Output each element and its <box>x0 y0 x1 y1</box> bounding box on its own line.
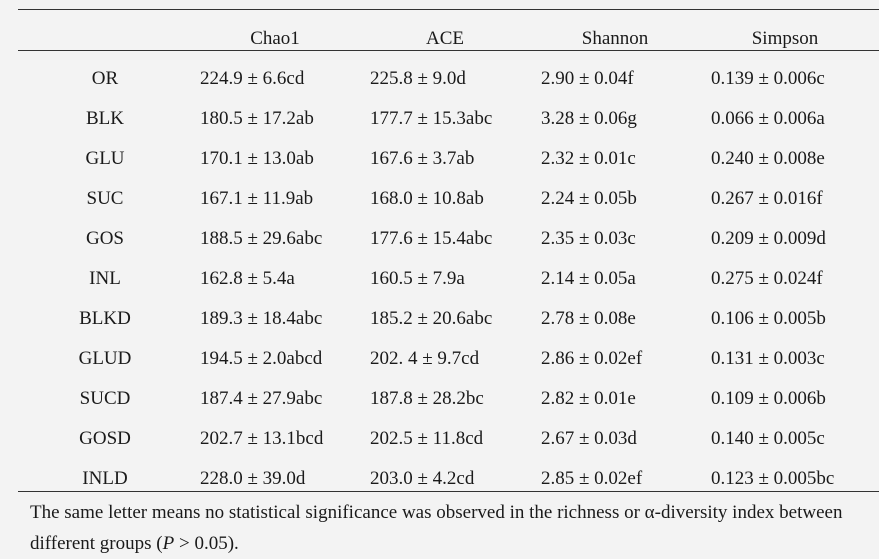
column-header: Shannon <box>581 28 649 49</box>
table-cell: 162.8 ± 5.4a <box>200 268 295 289</box>
row-label: GOSD <box>79 428 131 449</box>
table-cell: 203.0 ± 4.2cd <box>370 468 475 489</box>
table-cell: 194.5 ± 2.0abcd <box>200 348 323 369</box>
row-label: BLK <box>86 108 124 129</box>
row-label: OR <box>91 68 119 89</box>
row-label: GLUD <box>78 348 132 369</box>
top-rule <box>18 9 879 10</box>
table-cell: 2.24 ± 0.05b <box>541 188 637 209</box>
table-cell: 0.131 ± 0.003c <box>711 348 825 369</box>
row-label: GOS <box>85 228 125 249</box>
table-cell: 2.90 ± 0.04f <box>541 68 634 89</box>
table-cell: 2.67 ± 0.03d <box>541 428 637 449</box>
bottom-rule <box>18 491 879 492</box>
footnote-tail: > 0.05). <box>174 533 239 554</box>
table-cell: 228.0 ± 39.0d <box>200 468 306 489</box>
table-cell: 0.275 ± 0.024f <box>711 268 823 289</box>
table-cell: 0.106 ± 0.005b <box>711 308 826 329</box>
table-cell: 0.109 ± 0.006b <box>711 388 826 409</box>
column-header: Chao1 <box>250 28 300 49</box>
table-cell: 2.32 ± 0.01c <box>541 148 636 169</box>
row-label: SUCD <box>79 388 131 409</box>
table-cell: 3.28 ± 0.06g <box>541 108 637 129</box>
table-cell: 202.5 ± 11.8cd <box>370 428 484 449</box>
table-cell: 225.8 ± 9.0d <box>370 68 466 89</box>
table-cell: 0.209 ± 0.009d <box>711 228 826 249</box>
table-cell: 168.0 ± 10.8ab <box>370 188 484 209</box>
table-cell: 2.85 ± 0.02ef <box>541 468 643 489</box>
row-label: INLD <box>82 468 128 489</box>
table-cell: 0.140 ± 0.005c <box>711 428 825 449</box>
table-cell: 167.1 ± 11.9ab <box>200 188 314 209</box>
footnote: The same letter means no statistical sig… <box>30 497 875 559</box>
table-cell: 188.5 ± 29.6abc <box>200 228 323 249</box>
table-cell: 2.86 ± 0.02ef <box>541 348 643 369</box>
table-cell: 170.1 ± 13.0ab <box>200 148 314 169</box>
table-cell: 2.82 ± 0.01e <box>541 388 636 409</box>
column-header: ACE <box>426 28 464 49</box>
table-cell: 187.4 ± 27.9abc <box>200 388 323 409</box>
table-cell: 0.066 ± 0.006a <box>711 108 825 129</box>
footnote-symbol: P <box>162 533 175 554</box>
table-cell: 177.6 ± 15.4abc <box>370 228 493 249</box>
table-cell: 2.14 ± 0.05a <box>541 268 636 289</box>
table-cell: 2.35 ± 0.03c <box>541 228 636 249</box>
footnote-text: The same letter means no statistical sig… <box>30 502 843 554</box>
table-cell: 177.7 ± 15.3abc <box>370 108 493 129</box>
table-cell: 0.267 ± 0.016f <box>711 188 823 209</box>
table-cell: 185.2 ± 20.6abc <box>370 308 493 329</box>
table-cell: 187.8 ± 28.2bc <box>370 388 484 409</box>
table-cell: 167.6 ± 3.7ab <box>370 148 475 169</box>
table-cell: 224.9 ± 6.6cd <box>200 68 305 89</box>
table-cell: 180.5 ± 17.2ab <box>200 108 314 129</box>
header-rule <box>18 50 879 51</box>
table-cell: 0.123 ± 0.005bc <box>711 468 835 489</box>
row-label: BLKD <box>79 308 131 329</box>
table-cell: 0.240 ± 0.008e <box>711 148 825 169</box>
table-cell: 202. 4 ± 9.7cd <box>370 348 480 369</box>
row-label: GLU <box>85 148 125 169</box>
table-cell: 189.3 ± 18.4abc <box>200 308 323 329</box>
row-label: INL <box>89 268 121 289</box>
row-label: SUC <box>86 188 124 209</box>
table-cell: 160.5 ± 7.9a <box>370 268 465 289</box>
table-cell: 202.7 ± 13.1bcd <box>200 428 324 449</box>
table-cell: 0.139 ± 0.006c <box>711 68 825 89</box>
table-cell: 2.78 ± 0.08e <box>541 308 636 329</box>
column-header: Simpson <box>751 28 819 49</box>
